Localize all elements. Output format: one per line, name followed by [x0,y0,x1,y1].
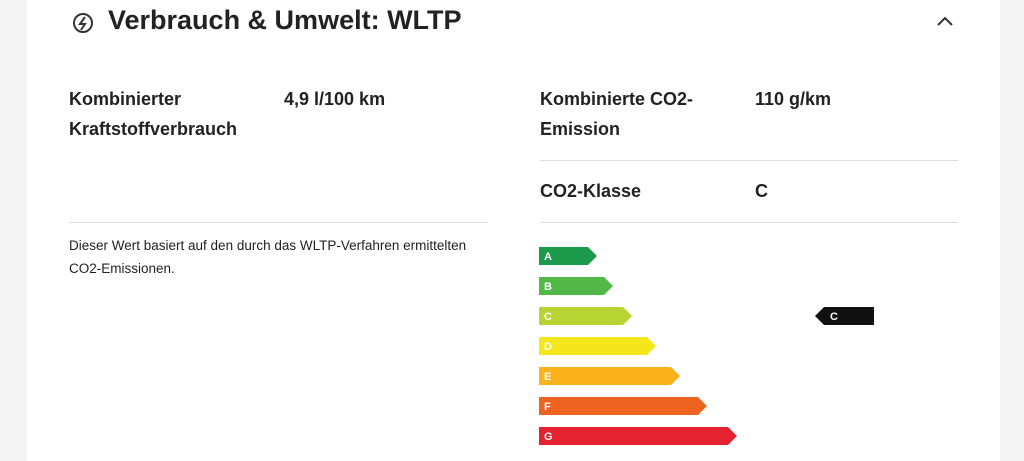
note: Dieser Wert basiert auf den durch das WL… [69,238,467,276]
field-value: 4,9 l/100 km [284,89,386,109]
class-arrow [539,247,597,265]
energy-label: A B C D E F G C [539,247,874,445]
field-value: 110 g/km [755,89,832,109]
class-letter: D [544,341,552,353]
class-letter: B [544,281,552,293]
class-letter: G [544,431,553,443]
class-arrow [539,337,656,355]
card [27,0,1000,461]
divider [540,222,958,223]
indicator-letter: C [830,311,838,323]
class-arrow [539,427,737,445]
field-label: Kombinierte CO2-Emission [540,89,694,139]
class-indicator [815,307,874,325]
class-letter: C [544,311,552,323]
leaf-icon [73,13,93,33]
collapse-toggle[interactable] [935,14,955,28]
divider [540,160,958,161]
class-arrow [539,367,680,385]
class-letter: F [544,401,551,413]
section-title: Verbrauch & Umwelt: WLTP [108,5,462,35]
class-arrow [539,397,707,415]
field-label: CO2-Klasse [540,181,642,201]
class-letter: A [544,251,552,263]
class-letter: E [544,371,551,383]
field-value: C [755,181,768,201]
field-label: Kombinierter Kraftstoffverbrauch [69,89,238,139]
class-arrow [539,277,613,295]
class-arrow [539,307,632,325]
divider [69,222,488,223]
